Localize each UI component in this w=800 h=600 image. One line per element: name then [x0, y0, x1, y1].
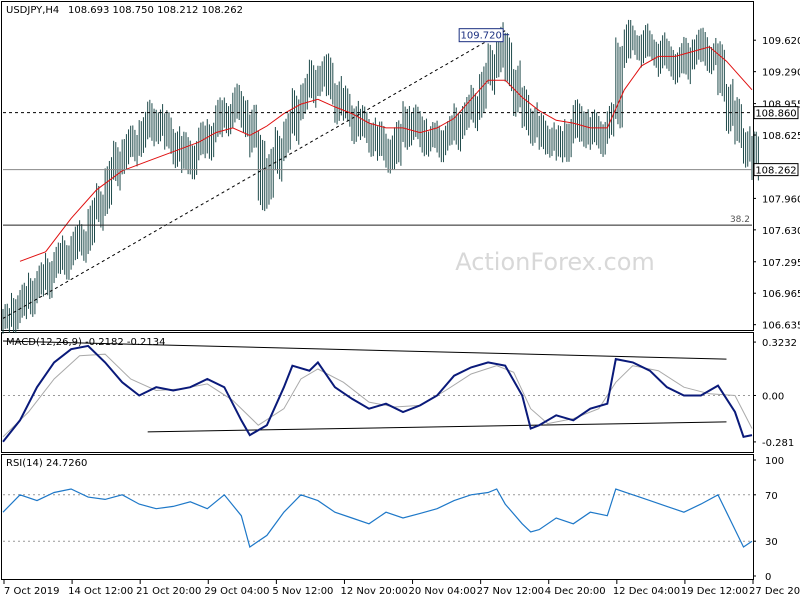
macd-line [2, 344, 753, 443]
macd-tick-label: -0.281 [762, 438, 794, 449]
moving-average-line [19, 46, 753, 262]
x-tick-label: 5 Nov 12:00 [272, 586, 333, 597]
rsi-panel-frame [1, 454, 754, 580]
rsi-line [2, 488, 753, 548]
x-tick-label: 27 Nov 12:00 [477, 586, 544, 597]
main-panel-frame [1, 1, 754, 331]
watermark: ActionForex.com [455, 248, 655, 276]
y-tick-label: 109.620 [762, 36, 800, 47]
y-tick-label: 108.955 [762, 100, 800, 111]
macd-label: MACD(12,26,9) -0.2182 -0.2134 [6, 337, 166, 348]
x-tick-label: 19 Dec 12:00 [681, 586, 748, 597]
rsi-tick-label: 0 [765, 572, 771, 583]
resistance-price-tag: 108.860 [755, 109, 796, 120]
x-tick-label: 7 Oct 2019 [4, 586, 59, 597]
resistance-price-tag-box [753, 106, 799, 120]
y-tick-label: 107.630 [762, 226, 800, 237]
macd-lower-trendline [147, 421, 727, 433]
symbol-label: USDJPY,H4 [6, 5, 59, 16]
rising-trendline [2, 30, 506, 319]
x-tick-label: 4 Dec 20:00 [545, 586, 606, 597]
y-tick-label: 107.295 [762, 258, 800, 269]
y-tick-label: 108.625 [762, 131, 800, 142]
current-price-tag-box [753, 163, 799, 177]
x-tick-label: 27 Dec 20:00 [749, 586, 800, 597]
x-tick-label: 12 Dec 04:00 [613, 586, 680, 597]
current-price-tag: 108.262 [755, 166, 796, 177]
y-tick-label: 106.965 [762, 289, 800, 300]
ohlc-label: 108.693 108.750 108.212 108.262 [68, 5, 243, 16]
x-tick-label: 21 Oct 20:00 [136, 586, 201, 597]
x-tick-label: 20 Nov 04:00 [409, 586, 476, 597]
peak-label: 109.720 [460, 31, 501, 42]
rsi-label: RSI(14) 24.7260 [6, 458, 87, 469]
macd-upper-trendline [2, 340, 727, 360]
x-tick-label: 29 Oct 04:00 [204, 586, 269, 597]
macd-tick-label: 0.3232 [762, 338, 797, 349]
y-tick-label: 109.290 [762, 68, 800, 79]
x-tick-label: 12 Nov 20:00 [340, 586, 407, 597]
fib-level-label: 38.2 [730, 215, 750, 225]
y-tick-label: 107.960 [762, 194, 800, 205]
y-tick-label: 106.635 [762, 321, 800, 332]
rsi-tick-label: 70 [765, 491, 778, 502]
rsi-tick-label: 100 [765, 456, 784, 467]
macd-tick-label: 0.00 [762, 391, 784, 402]
macd-panel-frame [1, 332, 754, 453]
rsi-tick-label: 30 [765, 537, 778, 548]
x-tick-label: 14 Oct 12:00 [68, 586, 133, 597]
